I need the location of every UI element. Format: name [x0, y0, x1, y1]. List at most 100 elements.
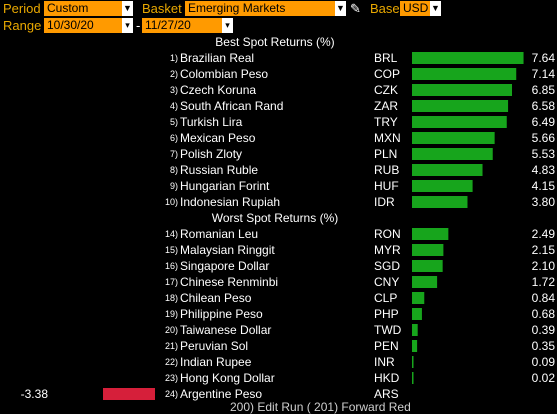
range-start-field[interactable]: 10/30/20 — [44, 18, 122, 33]
currency-name: Hong Kong Dollar — [180, 371, 275, 385]
worst-returns-title: Worst Spot Returns (%) — [212, 211, 338, 225]
currency-name: Chinese Renminbi — [180, 275, 278, 289]
edit-pencil-icon[interactable]: ✎ — [350, 1, 361, 16]
return-value: 7.64 — [532, 51, 556, 65]
rank-label: 4) — [170, 101, 178, 111]
rank-label: 24) — [165, 389, 178, 399]
rank-label: 9) — [170, 181, 178, 191]
return-bar — [412, 372, 414, 384]
currency-code: PLN — [374, 147, 397, 161]
period-select[interactable]: Custom — [44, 1, 122, 16]
base-dropdown-icon[interactable]: ▼ — [430, 1, 441, 16]
return-bar — [412, 84, 513, 96]
currency-code: TWD — [374, 323, 402, 337]
return-bar — [412, 100, 509, 112]
period-dropdown-icon[interactable]: ▼ — [122, 1, 133, 16]
return-bar — [412, 132, 495, 144]
currency-code: CLP — [374, 291, 397, 305]
return-bar — [412, 180, 473, 192]
return-bar — [412, 340, 418, 352]
currency-code: MXN — [374, 131, 401, 145]
currency-code: CNY — [374, 275, 399, 289]
return-bar — [412, 292, 425, 304]
currency-name: Singapore Dollar — [180, 259, 269, 273]
base-label: Base — [370, 1, 400, 16]
currency-name: Colombian Peso — [180, 67, 268, 81]
basket-label: Basket — [142, 1, 182, 16]
period-label: Period — [3, 1, 41, 16]
currency-code: CZK — [374, 83, 398, 97]
footer-actions[interactable]: 200) Edit Run ( 201) Forward Red — [230, 400, 411, 414]
rank-label: 2) — [170, 69, 178, 79]
return-value: 6.49 — [532, 115, 556, 129]
rank-label: 22) — [165, 357, 178, 367]
return-bar — [412, 260, 443, 272]
rank-label: 16) — [165, 261, 178, 271]
rank-label: 10) — [165, 197, 178, 207]
return-value: -3.38 — [21, 387, 49, 401]
currency-code: MYR — [374, 243, 401, 257]
currency-name: South African Rand — [180, 99, 283, 113]
range-separator: - — [136, 18, 141, 33]
currency-code: HUF — [374, 179, 399, 193]
return-value: 2.49 — [532, 227, 556, 241]
currency-code: IDR — [374, 195, 395, 209]
return-value: 0.02 — [532, 371, 556, 385]
return-value: 4.15 — [532, 179, 556, 193]
basket-select[interactable]: Emerging Markets — [185, 1, 335, 16]
rank-label: 6) — [170, 133, 178, 143]
return-value: 0.84 — [532, 291, 556, 305]
return-value: 2.10 — [532, 259, 556, 273]
toolbar-row-2: Range 10/30/20 ▾ - 11/27/20 ▾ — [0, 17, 557, 34]
currency-name: Indonesian Rupiah — [180, 195, 280, 209]
range-end-field[interactable]: 11/27/20 — [142, 18, 222, 33]
currency-name: Russian Ruble — [180, 163, 258, 177]
range-label: Range — [3, 18, 42, 33]
currency-name: Romanian Leu — [180, 227, 258, 241]
rank-label: 1) — [170, 53, 178, 63]
return-bar — [412, 148, 493, 160]
return-bar — [412, 324, 418, 336]
currency-name: Brazilian Real — [180, 51, 254, 65]
currency-name: Turkish Lira — [180, 115, 243, 129]
currency-code: COP — [374, 67, 400, 81]
return-value: 2.15 — [532, 243, 556, 257]
currency-name: Polish Zloty — [180, 147, 242, 161]
currency-code: PEN — [374, 339, 399, 353]
currency-name: Czech Koruna — [180, 83, 256, 97]
currency-code: HKD — [374, 371, 400, 385]
currency-name: Hungarian Forint — [180, 179, 270, 193]
return-bar-negative — [103, 388, 155, 400]
rank-label: 21) — [165, 341, 178, 351]
return-value: 3.80 — [532, 195, 556, 209]
return-bar — [412, 356, 414, 368]
currency-name: Indian Rupee — [180, 355, 252, 369]
return-bar — [412, 52, 524, 64]
return-value: 5.66 — [532, 131, 556, 145]
returns-chart: Best Spot Returns (%) 1) Brazilian Real BRL… — [21, 35, 556, 401]
rank-label: 18) — [165, 293, 178, 303]
rank-label: 19) — [165, 309, 178, 319]
rank-label: 23) — [165, 373, 178, 383]
rank-label: 7) — [170, 149, 178, 159]
toolbar-row-1: Period Custom ▼ Basket Emerging Markets … — [0, 0, 557, 17]
currency-name: Mexican Peso — [180, 131, 256, 145]
currency-name: Argentine Peso — [180, 387, 262, 401]
currency-name: Malaysian Ringgit — [180, 243, 275, 257]
base-select[interactable]: USD — [400, 1, 430, 16]
currency-name: Peruvian Sol — [180, 339, 248, 353]
return-value: 4.83 — [532, 163, 556, 177]
return-value: 1.72 — [532, 275, 556, 289]
currency-code: RUB — [374, 163, 399, 177]
rank-label: 14) — [165, 229, 178, 239]
currency-code: ARS — [374, 387, 399, 401]
currency-name: Chilean Peso — [180, 291, 252, 305]
range-start-calendar-icon[interactable]: ▾ — [122, 18, 133, 33]
currency-name: Taiwanese Dollar — [180, 323, 271, 337]
basket-dropdown-icon[interactable]: ▼ — [335, 1, 346, 16]
range-end-calendar-icon[interactable]: ▾ — [222, 18, 233, 33]
return-bar — [412, 116, 507, 128]
return-bar — [412, 196, 468, 208]
currency-code: INR — [374, 355, 395, 369]
return-bar — [412, 228, 449, 240]
